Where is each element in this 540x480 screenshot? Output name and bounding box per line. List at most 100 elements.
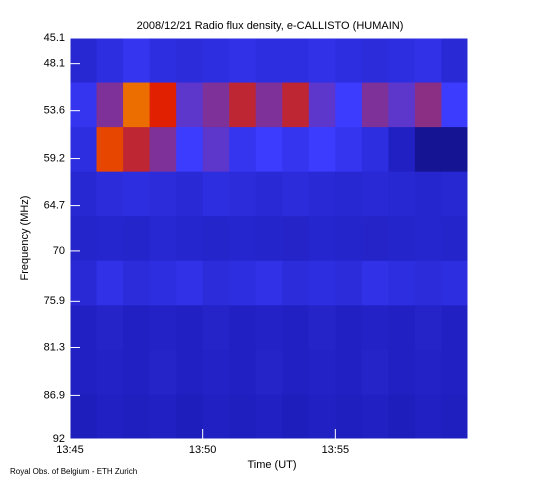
y-tick-label: 70 <box>53 245 65 257</box>
heatmap-cell <box>255 394 283 440</box>
heatmap-cell <box>414 216 442 262</box>
heatmap-cell <box>96 349 124 395</box>
heatmap-cell <box>96 394 124 440</box>
heatmap-cell <box>149 349 177 395</box>
heatmap-cell <box>70 216 98 262</box>
heatmap-cell <box>202 82 230 128</box>
heatmap-cell <box>335 171 363 217</box>
heatmap-cell <box>123 305 151 351</box>
heatmap-cell <box>96 127 124 173</box>
heatmap-cell <box>282 216 310 262</box>
heatmap-cell <box>229 216 257 262</box>
heatmap-cell <box>308 216 336 262</box>
y-tick-label: 64.7 <box>44 199 65 211</box>
heatmap-cell <box>361 171 389 217</box>
heatmap-cell <box>70 260 98 306</box>
heatmap-cell <box>441 82 469 128</box>
heatmap-cell <box>388 260 416 306</box>
heatmap-cell <box>202 305 230 351</box>
heatmap-cell <box>255 305 283 351</box>
heatmap-cell <box>96 216 124 262</box>
heatmap-cell <box>176 216 204 262</box>
heatmap-cell <box>70 38 98 84</box>
heatmap-cell <box>255 127 283 173</box>
heatmap-cell <box>414 38 442 84</box>
heatmap-cell <box>229 305 257 351</box>
heatmap-cell <box>388 171 416 217</box>
heatmap-cell <box>308 260 336 306</box>
heatmap-cell <box>282 305 310 351</box>
heatmap-cell <box>282 260 310 306</box>
heatmap-cell <box>229 127 257 173</box>
heatmap-cell <box>202 127 230 173</box>
heatmap-cell <box>149 305 177 351</box>
heatmap-cell <box>149 260 177 306</box>
heatmap-cell <box>308 394 336 440</box>
heatmap-cell <box>70 394 98 440</box>
heatmap-cell <box>308 127 336 173</box>
y-tick-label: 59.2 <box>44 152 65 164</box>
heatmap-cell <box>282 394 310 440</box>
x-tick-label: 13:55 <box>322 444 350 456</box>
heatmap-cell <box>388 82 416 128</box>
heatmap-cell <box>335 305 363 351</box>
y-axis-label: Frequency (MHz) <box>19 196 31 281</box>
heatmap-cell <box>229 260 257 306</box>
heatmap-cell <box>123 216 151 262</box>
heatmap-cell <box>282 171 310 217</box>
heatmap-cell <box>96 171 124 217</box>
heatmap-cell <box>335 394 363 440</box>
heatmap-cell <box>149 82 177 128</box>
heatmap-cell <box>414 171 442 217</box>
heatmap-cell <box>361 305 389 351</box>
heatmap-cell <box>149 127 177 173</box>
plot-frame <box>69 37 469 440</box>
heatmap-cell <box>229 394 257 440</box>
heatmap-cell <box>361 82 389 128</box>
heatmap-cell <box>282 349 310 395</box>
heatmap-cell <box>123 82 151 128</box>
heatmap-cell <box>361 260 389 306</box>
chart-title: 2008/12/21 Radio flux density, e-CALLIST… <box>137 20 404 32</box>
heatmap-cell <box>123 394 151 440</box>
heatmap-cell <box>176 127 204 173</box>
heatmap-cell <box>70 349 98 395</box>
heatmap-cell <box>96 305 124 351</box>
heatmap-cell <box>388 349 416 395</box>
heatmap-cell <box>202 394 230 440</box>
heatmap-cell <box>202 171 230 217</box>
heatmap-cell <box>202 349 230 395</box>
heatmap-cell <box>123 171 151 217</box>
heatmap-cell <box>308 38 336 84</box>
heatmap-cell <box>414 127 442 173</box>
footer: Royal Obs. of Belgium - ETH Zurich <box>10 467 137 476</box>
heatmap-cell <box>282 38 310 84</box>
heatmap-cell <box>255 260 283 306</box>
heatmap-cell <box>176 82 204 128</box>
heatmap-cell <box>70 171 98 217</box>
heatmap-cell <box>388 127 416 173</box>
heatmap-cell <box>441 305 469 351</box>
heatmap-cell <box>96 38 124 84</box>
x-tick-label: 13:45 <box>56 444 84 456</box>
heatmap-cell <box>441 127 469 173</box>
heatmap-cell <box>335 127 363 173</box>
x-tick-label: 13:50 <box>189 444 217 456</box>
heatmap-cell <box>441 216 469 262</box>
heatmap-cell <box>96 260 124 306</box>
heatmap-cell <box>229 349 257 395</box>
y-tick-label: 53.6 <box>44 105 65 117</box>
heatmap-cell <box>414 394 442 440</box>
heatmap-cell <box>255 171 283 217</box>
heatmap-cell <box>149 171 177 217</box>
heatmap-cell <box>255 216 283 262</box>
heatmap-cell <box>388 394 416 440</box>
heatmap-cell <box>361 127 389 173</box>
heatmap-cell <box>414 260 442 306</box>
heatmap-cell <box>441 394 469 440</box>
heatmap-cell <box>229 82 257 128</box>
heatmap-cell <box>361 38 389 84</box>
heatmap-cell <box>308 171 336 217</box>
heatmap-cell <box>255 38 283 84</box>
